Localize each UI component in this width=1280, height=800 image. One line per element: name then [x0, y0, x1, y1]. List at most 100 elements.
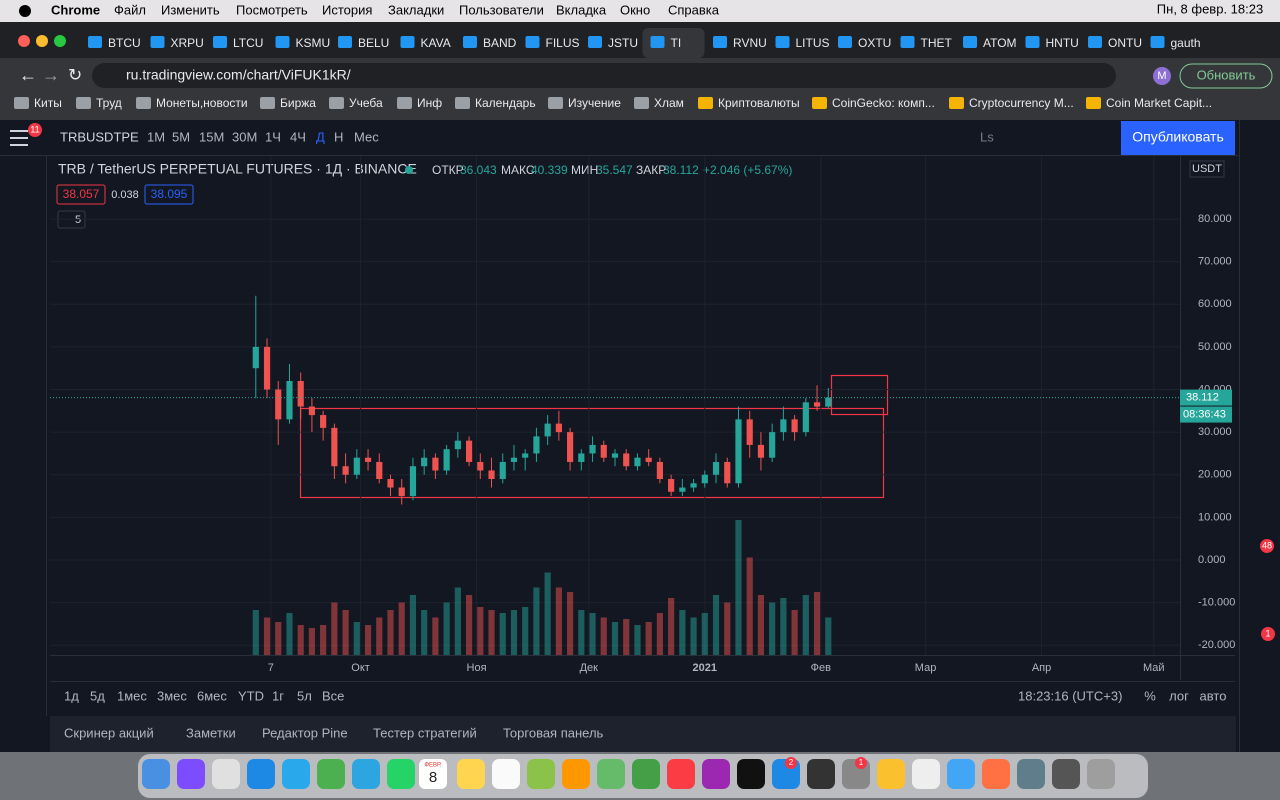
tab-favicon[interactable]: [775, 36, 790, 48]
bookmark-icon[interactable]: [698, 97, 713, 109]
dock-app[interactable]: [212, 759, 240, 789]
dock-app[interactable]: [317, 759, 345, 789]
bookmark-icon[interactable]: [455, 97, 470, 109]
apple-logo[interactable]: [19, 5, 31, 17]
close-window[interactable]: [18, 35, 30, 47]
reload-button[interactable]: ↻: [68, 65, 82, 84]
bookmark-icon[interactable]: [1086, 97, 1101, 109]
menu-item[interactable]: Chrome: [51, 2, 100, 17]
bookmark-icon[interactable]: [76, 97, 91, 109]
dock-app[interactable]: [807, 759, 835, 789]
dock-app[interactable]: [632, 759, 660, 789]
tab-favicon[interactable]: [838, 36, 852, 48]
bookmark[interactable]: Хлам: [654, 96, 684, 110]
dock-app[interactable]: [457, 759, 485, 789]
forward-button[interactable]: →: [42, 65, 60, 85]
tab-favicon[interactable]: [275, 36, 290, 48]
tab-title[interactable]: LTCU: [233, 36, 263, 50]
bookmark-icon[interactable]: [260, 97, 275, 109]
minimize-window[interactable]: [36, 35, 48, 47]
tab-favicon[interactable]: [1088, 36, 1102, 48]
symbol[interactable]: TRBUSDTPE: [60, 129, 139, 144]
bookmark[interactable]: Календарь: [475, 96, 536, 110]
percent-toggle[interactable]: %: [1144, 688, 1156, 703]
tab-favicon[interactable]: [900, 36, 915, 48]
dock-app[interactable]: [1087, 759, 1115, 789]
tab-title[interactable]: TI: [671, 36, 682, 50]
active-tab[interactable]: [642, 28, 705, 58]
dock-app[interactable]: [947, 759, 975, 789]
dock-app[interactable]: [597, 759, 625, 789]
bookmark[interactable]: CoinGecko: комп...: [832, 96, 935, 110]
publish-button[interactable]: [1121, 121, 1235, 155]
tab-favicon[interactable]: [963, 36, 977, 48]
dock-app[interactable]: [1017, 759, 1045, 789]
interval[interactable]: Н: [334, 129, 343, 144]
menu-icon[interactable]: [10, 130, 28, 132]
interval[interactable]: 1Ч: [265, 129, 281, 144]
tab-favicon[interactable]: [463, 36, 477, 48]
tab-favicon[interactable]: [1025, 36, 1040, 48]
range-button[interactable]: 1д: [64, 688, 79, 703]
range-button[interactable]: 6мес: [197, 688, 227, 703]
interval[interactable]: Мес: [354, 129, 379, 144]
maximize-window[interactable]: [54, 35, 66, 47]
tab-title[interactable]: ATOM: [983, 36, 1017, 50]
auto-toggle[interactable]: авто: [1200, 688, 1227, 703]
tab-title[interactable]: OXTU: [858, 36, 891, 50]
menu-item[interactable]: История: [322, 2, 372, 17]
bookmark[interactable]: Монеты,новости: [156, 96, 248, 110]
dock-app[interactable]: [982, 759, 1010, 789]
tab-favicon[interactable]: [213, 36, 227, 48]
menu-item[interactable]: Справка: [668, 2, 720, 17]
bookmark[interactable]: Инф: [417, 96, 442, 110]
dock-app[interactable]: [492, 759, 520, 789]
tab-title[interactable]: BTCU: [108, 36, 141, 50]
tab-favicon[interactable]: [713, 36, 727, 48]
tab-title[interactable]: RVNU: [733, 36, 767, 50]
layout-name[interactable]: Ls: [980, 129, 994, 144]
bookmark[interactable]: Изучение: [568, 96, 621, 110]
bookmark-icon[interactable]: [812, 97, 827, 109]
interval[interactable]: 15М: [199, 129, 224, 144]
panel-tab[interactable]: Редактор Pine: [262, 725, 348, 740]
tab-favicon[interactable]: [88, 36, 102, 48]
tab-title[interactable]: XRPU: [171, 36, 204, 50]
tab-title[interactable]: BELU: [358, 36, 389, 50]
currency-box[interactable]: [1189, 160, 1225, 178]
bookmark[interactable]: Cryptocurrency M...: [969, 96, 1074, 110]
menu-icon[interactable]: [10, 137, 28, 139]
interval[interactable]: 5М: [172, 129, 190, 144]
tab-title[interactable]: BAND: [483, 36, 517, 50]
update-button[interactable]: [1179, 63, 1273, 89]
bid-box[interactable]: [56, 184, 106, 205]
back-button[interactable]: ←: [19, 65, 37, 85]
dock-app[interactable]: [562, 759, 590, 789]
drawn-rectangle[interactable]: [830, 374, 889, 416]
panel-tab[interactable]: Тестер стратегий: [373, 725, 477, 740]
tab-title[interactable]: HNTU: [1046, 36, 1079, 50]
dock-app[interactable]: [387, 759, 415, 789]
tab-favicon[interactable]: [650, 36, 665, 48]
bookmark-icon[interactable]: [136, 97, 151, 109]
dock-app[interactable]: [737, 759, 765, 789]
bookmark[interactable]: Труд: [96, 96, 122, 110]
bookmark-icon[interactable]: [548, 97, 563, 109]
dock-app[interactable]: [142, 759, 170, 789]
panel-tab[interactable]: Заметки: [186, 725, 236, 740]
tab-title[interactable]: THET: [921, 36, 953, 50]
bookmark-icon[interactable]: [634, 97, 649, 109]
range-button[interactable]: 3мес: [157, 688, 187, 703]
panel-tab[interactable]: Торговая панель: [503, 725, 604, 740]
bookmark-icon[interactable]: [14, 97, 29, 109]
interval[interactable]: 1М: [147, 129, 165, 144]
dock-app[interactable]: [877, 759, 905, 789]
tab-title[interactable]: FILUS: [546, 36, 580, 50]
bookmark[interactable]: Криптовалюты: [718, 96, 800, 110]
bookmark-icon[interactable]: [397, 97, 412, 109]
profile-avatar[interactable]: [1153, 67, 1171, 85]
tab-title[interactable]: JSTU: [608, 36, 638, 50]
range-button[interactable]: 1г: [272, 688, 284, 703]
panel-tab[interactable]: Скринер акций: [64, 725, 154, 740]
menu-item[interactable]: Посмотреть: [236, 2, 308, 17]
